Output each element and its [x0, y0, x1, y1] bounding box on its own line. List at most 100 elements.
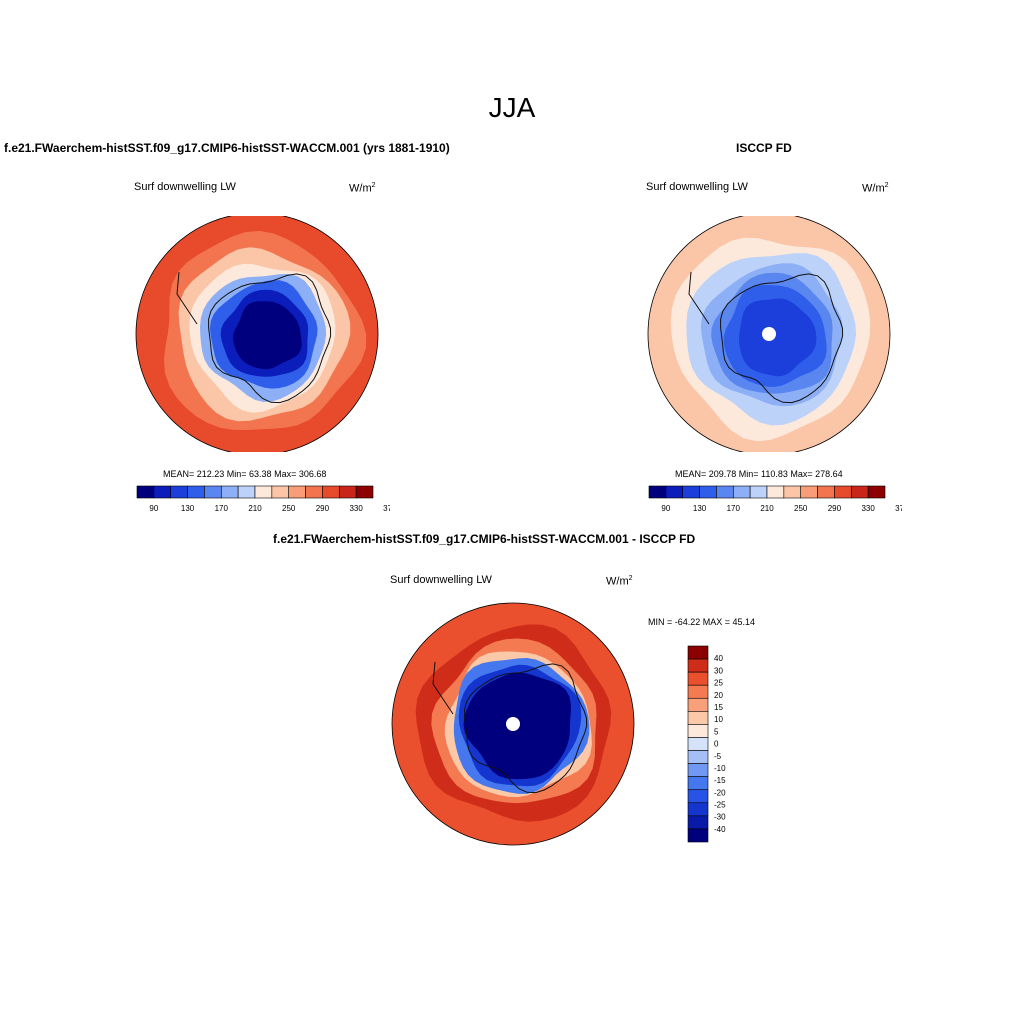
colorbar-tick-label: 330	[861, 504, 875, 513]
colorbar-box	[687, 658, 709, 673]
colorbar-tick-label: 290	[828, 504, 842, 513]
contour-band-7	[233, 301, 302, 370]
colorbar-tick-label: 250	[794, 504, 808, 513]
map-border	[647, 216, 891, 452]
colorbar-tick-label: 170	[727, 504, 741, 513]
colorbar-tick-label: 90	[149, 504, 158, 513]
colorbar-diff-boxes: 40 30 25 20 15 10 5 0 -5 -10 -15 -20 -25 -30 -40	[687, 645, 726, 843]
colorbar-tick-label: 290	[316, 504, 330, 513]
colorbar-box	[687, 750, 709, 764]
colorbar-model-boxes: 90 130 170 210 250 290 330 370	[136, 485, 390, 513]
colorbar-box	[687, 802, 709, 817]
colorbar-box	[687, 789, 709, 804]
colorbar-box	[834, 485, 852, 499]
colorbar-box	[322, 485, 340, 499]
colorbar-tick-label: 15	[714, 703, 723, 712]
colorbar-tick-label: 210	[760, 504, 774, 513]
peninsula-coastline	[176, 271, 198, 325]
colorbar-box	[687, 776, 709, 791]
polar-map-model	[135, 216, 379, 452]
colorbar-tick-label: 130	[181, 504, 195, 513]
colorbar-box	[237, 485, 256, 499]
colorbar-box	[687, 645, 709, 660]
coastline	[208, 273, 332, 404]
colorbar-box	[170, 485, 188, 499]
colorbar-box	[204, 485, 222, 499]
stats-obs: MEAN= 209.78 Min= 110.83 Max= 278.64	[675, 469, 843, 479]
panel-title-model: f.e21.FWaerchem-histSST.f09_g17.CMIP6-hi…	[4, 141, 450, 155]
panel-title-diff: f.e21.FWaerchem-histSST.f09_g17.CMIP6-hi…	[273, 532, 696, 546]
coastline	[720, 273, 844, 404]
colorbar-tick-label: 40	[714, 654, 723, 663]
colorbar-tick-label: 210	[248, 504, 262, 513]
map-field-model	[135, 216, 379, 452]
contour-band-6	[739, 298, 817, 377]
colorbar-diff: 40 30 25 20 15 10 5 0 -5 -10 -15 -20 -25 -30 -40	[687, 645, 726, 843]
polar-map-obs	[647, 216, 891, 452]
colorbar-tick-label: 25	[714, 679, 723, 688]
units-label-diff: W/m2	[606, 575, 633, 588]
colorbar-tick-label: -20	[714, 788, 726, 797]
pole-missing-data	[762, 327, 776, 341]
colorbar-box	[687, 737, 709, 751]
colorbar-tick-label: 90	[661, 504, 670, 513]
colorbar-box	[687, 828, 709, 843]
colorbar-box	[288, 485, 306, 499]
colorbar-tick-label: -25	[714, 801, 726, 810]
colorbar-tick-label: 370	[895, 504, 902, 513]
colorbar-box	[271, 485, 290, 499]
colorbar-tick-label: -30	[714, 813, 726, 822]
colorbar-tick-label: 30	[714, 666, 723, 675]
colorbar-box	[136, 485, 155, 499]
stats-diff: MIN = -64.22 MAX = 45.14	[648, 617, 756, 627]
colorbar-tick-label: 20	[714, 691, 723, 700]
colorbar-box	[687, 684, 709, 699]
colorbar-model: 90 130 170 210 250 290 330 370	[136, 485, 390, 513]
colorbar-box	[687, 724, 709, 738]
units-text: W/m	[349, 182, 372, 195]
units-text: W/m	[606, 575, 629, 588]
colorbar-tick-label: -40	[714, 825, 726, 834]
colorbar-box	[867, 485, 886, 499]
panel-title-obs: ISCCP FD	[736, 141, 792, 155]
colorbar-box	[800, 485, 818, 499]
colorbar-box	[850, 485, 869, 499]
colorbar-tick-label: 5	[714, 727, 719, 736]
variable-label-diff: Surf downwelling LW	[390, 574, 492, 586]
units-sup: 2	[628, 575, 633, 582]
colorbar-box	[687, 671, 709, 686]
colorbar-box	[687, 815, 709, 830]
map-border	[135, 216, 379, 452]
variable-label-model: Surf downwelling LW	[134, 181, 236, 193]
colorbar-box	[783, 485, 802, 499]
pole-missing-data	[506, 717, 520, 731]
units-sup: 2	[371, 182, 376, 189]
colorbar-box	[153, 485, 172, 499]
colorbar-tick-label: 10	[714, 715, 723, 724]
colorbar-tick-label: 0	[714, 740, 719, 749]
colorbar-box	[732, 485, 751, 499]
map-field-obs	[647, 216, 891, 452]
variable-label-obs: Surf downwelling LW	[646, 181, 748, 193]
units-label-obs: W/m2	[862, 182, 889, 195]
figure-title: JJA	[488, 92, 536, 123]
colorbar-tick-label: 130	[693, 504, 707, 513]
colorbar-obs: 90 130 170 210 250 290 330 370	[648, 485, 902, 513]
colorbar-box	[305, 485, 323, 499]
colorbar-box	[766, 485, 785, 499]
peninsula-coastline	[688, 271, 710, 325]
map-field-diff	[391, 602, 635, 846]
colorbar-box	[187, 485, 205, 499]
colorbar-tick-label: 330	[349, 504, 363, 513]
colorbar-box	[716, 485, 734, 499]
units-sup: 2	[884, 182, 889, 189]
colorbar-box	[254, 485, 273, 499]
colorbar-tick-label: -15	[714, 776, 726, 785]
colorbar-box	[338, 485, 357, 499]
colorbar-obs-boxes: 90 130 170 210 250 290 330 370	[648, 485, 902, 513]
colorbar-tick-label: 250	[282, 504, 296, 513]
units-text: W/m	[862, 182, 885, 195]
colorbar-tick-label: -5	[714, 752, 722, 761]
colorbar-box	[687, 697, 709, 712]
units-label-model: W/m2	[349, 182, 376, 195]
